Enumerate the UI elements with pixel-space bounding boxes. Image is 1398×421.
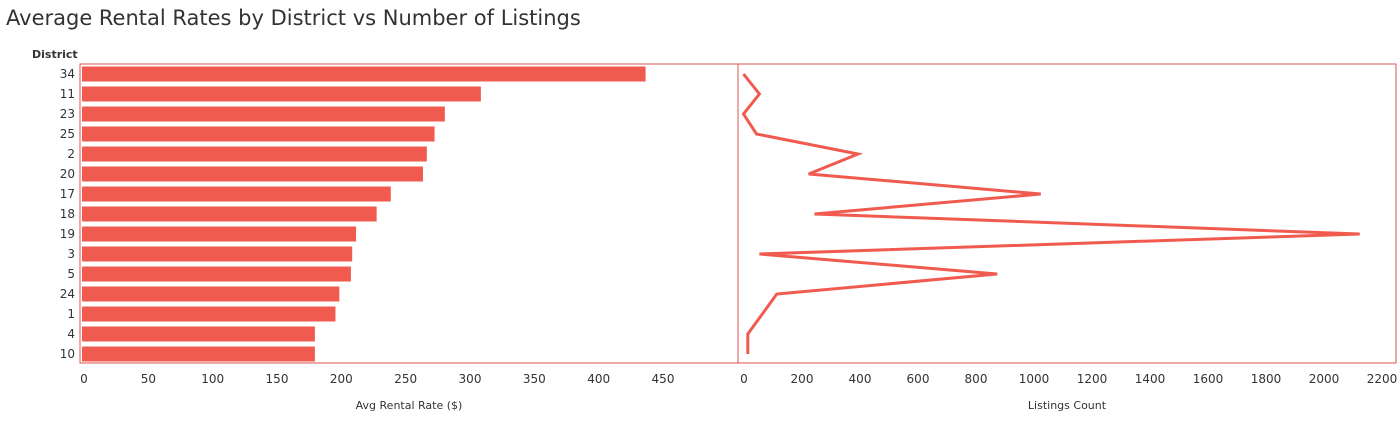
district-label: 10 (60, 347, 75, 361)
district-label: 5 (67, 267, 75, 281)
district-label: 24 (60, 287, 75, 301)
bar (82, 206, 377, 222)
avg-rate-tick-label: 450 (652, 372, 675, 386)
district-label: 18 (60, 207, 75, 221)
bar (82, 86, 481, 102)
pane-frames (79, 63, 1397, 364)
bar (82, 266, 351, 282)
district-label: 3 (67, 247, 75, 261)
listings-tick-label: 2000 (1309, 372, 1340, 386)
avg-rate-tick-label: 400 (587, 372, 610, 386)
bar (82, 306, 336, 322)
listings-tick-label: 600 (907, 372, 930, 386)
bar (82, 66, 646, 82)
chart-title: Average Rental Rates by District vs Numb… (6, 6, 581, 30)
district-label: 17 (60, 187, 75, 201)
district-label: 25 (60, 127, 75, 141)
avg-rate-tick-label: 150 (266, 372, 289, 386)
bar (82, 326, 315, 342)
bar (82, 146, 427, 162)
listings-tick-label: 1400 (1135, 372, 1166, 386)
listings-tick-label: 1600 (1193, 372, 1224, 386)
avg-rate-tick-label: 50 (141, 372, 156, 386)
bar (82, 186, 391, 202)
listings-tick-label: 1000 (1019, 372, 1050, 386)
district-label: 1 (67, 307, 75, 321)
avg-rate-tick-label: 100 (201, 372, 224, 386)
bar (82, 226, 357, 242)
district-label: 2 (67, 147, 75, 161)
listings-axis-label: Listings Count (1028, 399, 1107, 412)
district-label: 34 (60, 67, 75, 81)
avg-rate-tick-label: 350 (523, 372, 546, 386)
listings-tick-label: 1800 (1251, 372, 1282, 386)
avg-rate-axis-label: Avg Rental Rate ($) (356, 399, 463, 412)
bar (82, 346, 315, 362)
avg-rate-tick-label: 200 (330, 372, 353, 386)
district-label: 19 (60, 227, 75, 241)
bar (82, 246, 353, 262)
district-label: 11 (60, 87, 75, 101)
district-label: 20 (60, 167, 75, 181)
listings-tick-label: 1200 (1077, 372, 1108, 386)
bar (82, 166, 423, 182)
listings-line (741, 73, 1360, 354)
avg-rate-axis-ticks: 0 50 100 150 200 250 300 350 400 450 (80, 372, 674, 386)
right-pane-frame (737, 63, 1397, 364)
listings-tick-label: 200 (791, 372, 814, 386)
row-header: District (32, 48, 78, 61)
listings-tick-label: 0 (740, 372, 748, 386)
avg-rate-tick-label: 300 (459, 372, 482, 386)
district-axis-labels: 34 11 23 25 2 20 17 18 19 3 5 24 1 4 10 (60, 67, 75, 361)
bar-series (82, 66, 646, 362)
avg-rate-tick-label: 0 (80, 372, 88, 386)
bar (82, 286, 340, 302)
district-label: 23 (60, 107, 75, 121)
listings-tick-label: 2200 (1367, 372, 1398, 386)
listings-tick-label: 800 (965, 372, 988, 386)
bar (82, 106, 445, 122)
bar (82, 126, 435, 142)
listings-axis-ticks: 0 200 400 600 800 1000 1200 1400 1600 1800 2000 220… (740, 372, 1397, 386)
district-label: 4 (67, 327, 75, 341)
avg-rate-tick-label: 250 (394, 372, 417, 386)
line-series (741, 73, 1360, 355)
listings-tick-label: 400 (849, 372, 872, 386)
